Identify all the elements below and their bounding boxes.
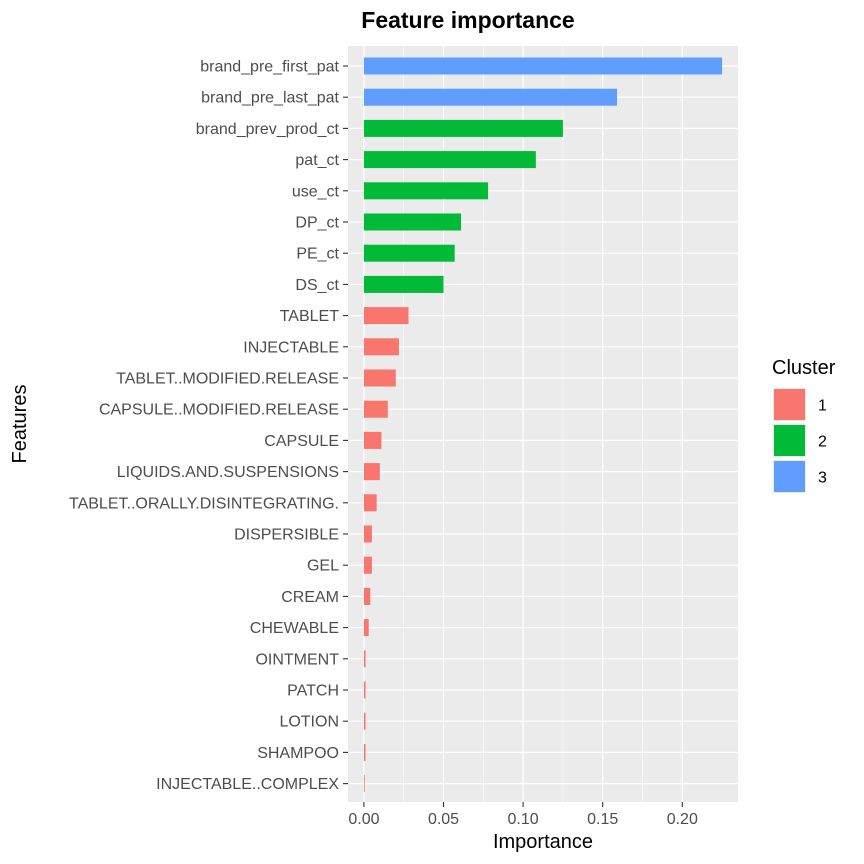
chart-title: Feature importance: [361, 7, 574, 33]
bar-PATCH: [363, 681, 366, 699]
y-tick-label: use_ct: [292, 183, 340, 200]
x-tick-label: 0.10: [508, 811, 539, 828]
legend: Cluster 1 2 3: [772, 357, 836, 493]
bar-GEL: [363, 556, 372, 574]
legend-label-3: 3: [818, 470, 827, 487]
y-tick-label: pat_ct: [295, 152, 339, 169]
y-tick-label: CREAM: [281, 589, 339, 606]
x-axis-title: Importance: [493, 831, 593, 853]
y-tick-label: INJECTABLE..COMPLEX: [156, 776, 339, 793]
bar-brand_prev_prod_ct: [363, 119, 563, 137]
bar-INJECTABLE..COMPLEX: [363, 775, 365, 793]
bar-SHAMPOO: [363, 743, 366, 761]
y-tick-label: DP_ct: [295, 215, 339, 232]
bar-LIQUIDS.AND.SUSPENSIONS: [363, 463, 380, 481]
legend-label-2: 2: [818, 434, 827, 451]
x-tick-label: 0.05: [428, 811, 459, 828]
legend-label-1: 1: [818, 398, 827, 415]
plot-panel: [348, 46, 738, 802]
y-tick-label: LIQUIDS.AND.SUSPENSIONS: [117, 464, 339, 481]
y-tick-label: DS_ct: [295, 277, 339, 294]
x-tick-label: 0.15: [587, 811, 618, 828]
y-tick-label: TABLET..MODIFIED.RELEASE: [116, 371, 339, 388]
x-tick-label: 0.20: [667, 811, 698, 828]
legend-swatch-2: [774, 425, 805, 456]
y-tick-label: brand_prev_prod_ct: [196, 121, 340, 138]
y-axis-title: Features: [9, 385, 31, 464]
y-tick-label: INJECTABLE: [243, 339, 339, 356]
legend-swatch-3: [774, 461, 805, 492]
bar-OINTMENT: [363, 650, 366, 668]
y-tick-label: TABLET..ORALLY.DISINTEGRATING.: [69, 495, 339, 512]
bar-INJECTABLE: [363, 338, 399, 356]
bar-DISPERSIBLE: [363, 525, 372, 543]
bar-LOTION: [363, 712, 366, 730]
y-tick-label: PE_ct: [296, 246, 339, 263]
bar-TABLET..MODIFIED.RELEASE: [363, 369, 396, 387]
y-tick-label: PATCH: [287, 683, 339, 700]
y-tick-label: TABLET: [280, 308, 340, 325]
bar-CAPSULE: [363, 431, 382, 449]
bar-PE_ct: [363, 244, 455, 262]
y-tick-label: CHEWABLE: [250, 620, 339, 637]
y-tick-label: brand_pre_first_pat: [200, 59, 339, 76]
y-tick-label: CAPSULE: [264, 433, 339, 450]
y-tick-label: CAPSULE..MODIFIED.RELEASE: [99, 402, 339, 419]
y-tick-label: LOTION: [279, 714, 339, 731]
bar-brand_pre_last_pat: [363, 88, 618, 106]
legend-swatch-1: [774, 389, 805, 420]
bar-brand_pre_first_pat: [363, 57, 723, 75]
legend-items: 1 2 3: [773, 388, 827, 493]
bar-TABLET: [363, 307, 409, 325]
bar-DS_ct: [363, 275, 444, 293]
x-tick-label: 0.00: [348, 811, 379, 828]
bar-CAPSULE..MODIFIED.RELEASE: [363, 400, 388, 418]
bar-DP_ct: [363, 213, 462, 231]
bar-CREAM: [363, 587, 371, 605]
y-axis: brand_pre_first_pat brand_pre_last_patbra…: [69, 59, 348, 793]
legend-title: Cluster: [772, 357, 836, 379]
bar-CHEWABLE: [363, 619, 369, 637]
y-tick-label: brand_pre_last_pat: [201, 90, 339, 107]
y-tick-label: DISPERSIBLE: [234, 527, 339, 544]
bar-pat_ct: [363, 151, 536, 169]
y-tick-label: GEL: [307, 558, 339, 575]
bar-use_ct: [363, 182, 489, 200]
bar-TABLET..ORALLY.DISINTEGRATING.: [363, 494, 377, 512]
x-axis: 0.00 0.05 0.10 0.15 0.20: [348, 802, 698, 828]
y-tick-label: OINTMENT: [255, 651, 339, 668]
y-tick-label: SHAMPOO: [257, 745, 339, 762]
bars: [363, 57, 723, 793]
